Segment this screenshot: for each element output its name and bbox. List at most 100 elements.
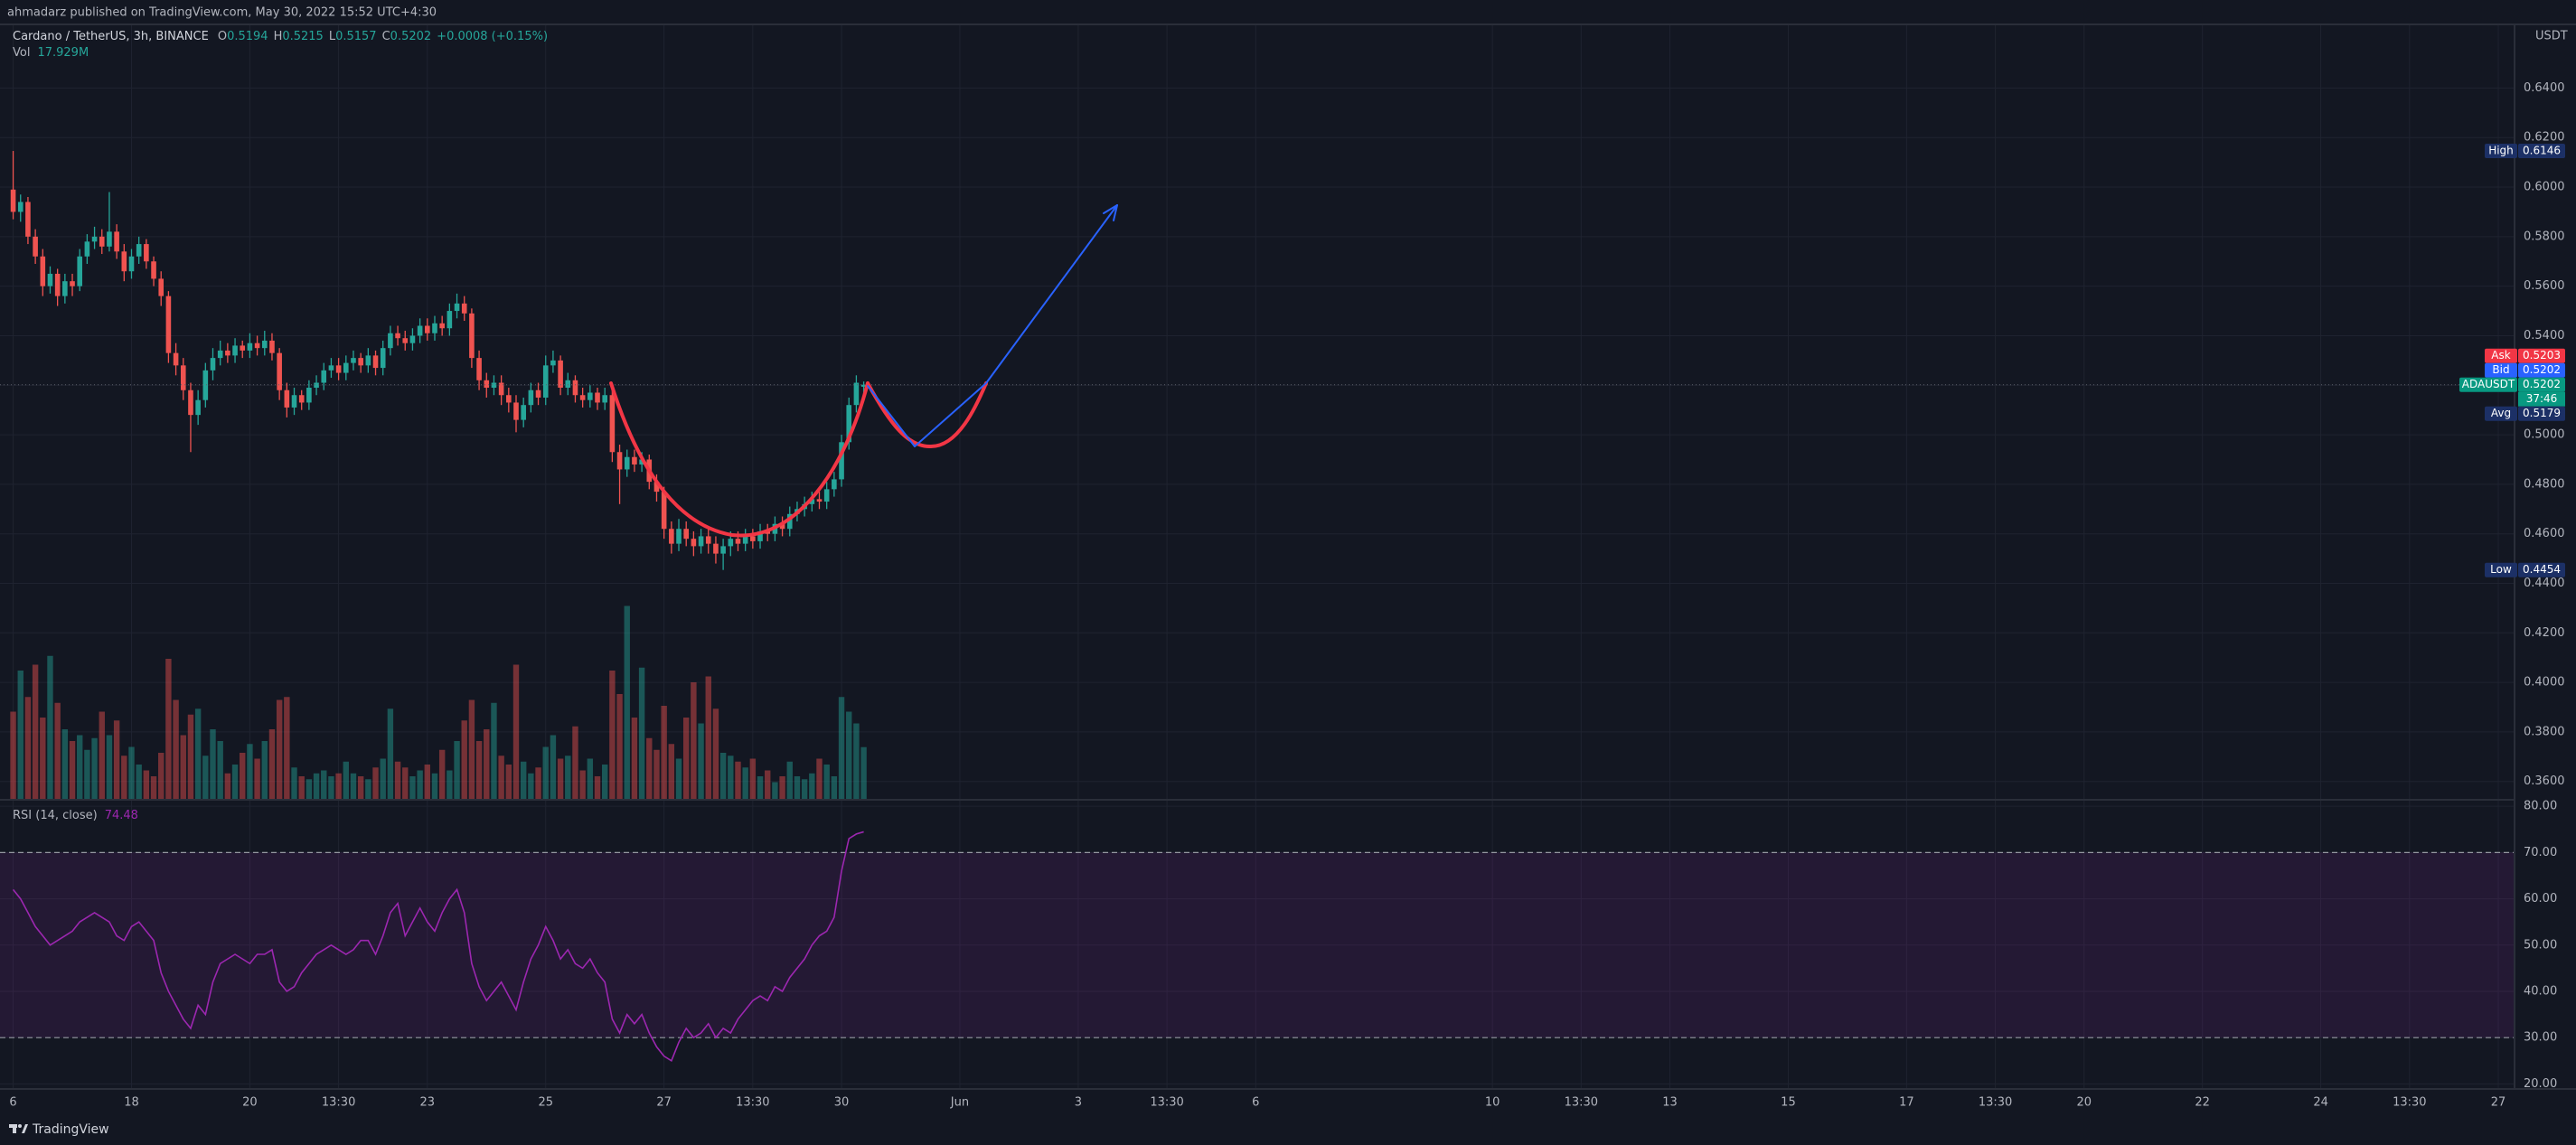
volume-bar <box>468 699 475 800</box>
candle-body <box>225 350 230 356</box>
volume-bar <box>268 729 276 800</box>
price-tag-value: 0.5202 <box>2523 363 2561 376</box>
volume-bar <box>357 776 364 800</box>
candle-body <box>99 236 105 247</box>
x-tick-label: 20 <box>2076 1096 2092 1110</box>
candle-body <box>232 345 238 356</box>
legend-value: 0.5215 <box>282 30 324 43</box>
price-tag-value-bg <box>2518 144 2565 159</box>
rsi-tick-label: 60.00 <box>2524 892 2557 906</box>
countdown: 37:46 <box>2526 392 2558 405</box>
candle-body <box>210 358 216 371</box>
volume-bar <box>387 709 394 800</box>
symbol-legend: Cardano / TetherUS, 3h, BINANCE O0.5194 H0… <box>13 30 548 43</box>
candle-body <box>683 529 690 540</box>
candle-body <box>476 358 482 380</box>
candle-body <box>454 303 460 312</box>
candle-body <box>343 362 349 373</box>
candle-body <box>277 352 282 390</box>
candle-body <box>588 392 593 400</box>
y-tick-label: 0.5800 <box>2524 230 2565 243</box>
candle-body <box>261 340 268 349</box>
y-tick-label: 0.6200 <box>2524 131 2565 145</box>
volume-bar <box>113 720 120 800</box>
legend-key: H <box>274 30 283 43</box>
x-tick-label: 13:30 <box>1150 1096 1183 1110</box>
candle-body <box>77 256 83 286</box>
candle-body <box>372 355 379 369</box>
volume-bar <box>254 758 260 800</box>
volume-bar <box>542 746 549 800</box>
candle-body <box>151 261 156 279</box>
candle-body <box>33 236 38 257</box>
candle-body <box>742 536 748 544</box>
candle-body <box>165 296 172 353</box>
volume-bar <box>646 737 653 800</box>
y-tick-label: 0.4000 <box>2524 676 2565 690</box>
candle-body <box>832 479 837 490</box>
countdown-bg <box>2518 391 2565 407</box>
volume-bar <box>565 756 571 800</box>
volume-bar <box>328 776 334 800</box>
x-tick-label: 27 <box>2491 1096 2506 1110</box>
candle-body <box>779 523 785 530</box>
price-tag-label: Low <box>2490 563 2512 576</box>
volume-bar <box>298 776 305 800</box>
volume-bar <box>194 709 202 800</box>
rsi-tick-label: 20.00 <box>2524 1077 2557 1091</box>
volume-bar <box>158 753 165 800</box>
volume-bar <box>550 735 557 800</box>
candle-body <box>247 343 253 351</box>
price-tag-label-bg <box>2485 562 2517 577</box>
candle-body <box>114 231 119 252</box>
candle-body <box>461 303 467 314</box>
volume-bar <box>735 761 741 800</box>
volume-bar <box>742 767 748 800</box>
volume-bar <box>675 758 682 800</box>
volume-bar <box>84 749 90 800</box>
volume-bar <box>520 761 527 800</box>
candle-body <box>314 382 319 389</box>
volume-bar <box>284 697 290 800</box>
candle-body <box>853 382 860 406</box>
volume-bar <box>187 714 194 800</box>
candle-body <box>10 189 16 212</box>
candle-body <box>447 311 453 329</box>
footer-brand: TradingView <box>32 1122 109 1137</box>
candle-body <box>54 273 61 296</box>
volume-bar <box>801 779 808 800</box>
rsi-band-fill <box>0 852 2515 1038</box>
candle-body <box>47 273 53 286</box>
candle-body <box>669 529 674 544</box>
price-tag-label: High <box>2488 145 2514 157</box>
volume-bar <box>757 776 764 800</box>
volume-bar <box>17 671 24 800</box>
candle-body <box>188 389 193 416</box>
price-tag-label: Bid <box>2492 363 2509 376</box>
candle-body <box>661 492 667 530</box>
cup-curve <box>609 381 870 538</box>
candle-body <box>705 536 711 544</box>
candle-body <box>335 365 342 373</box>
volume-bar <box>779 776 785 800</box>
volume-bar <box>475 741 483 800</box>
rsi-line <box>12 831 864 1062</box>
volume-bar <box>417 770 423 800</box>
volume-bar <box>728 756 734 800</box>
marks-layer <box>0 151 2515 1062</box>
x-tick-label: Jun <box>950 1096 969 1110</box>
x-tick-label: 6 <box>1252 1096 1259 1110</box>
x-tick-label: 13:30 <box>1979 1096 2012 1110</box>
candle-body <box>417 325 423 336</box>
candle-body <box>513 402 519 420</box>
volume-bar <box>505 765 512 800</box>
candle-body <box>254 343 260 349</box>
candle-body <box>158 278 165 296</box>
volume-bar <box>372 767 379 800</box>
volume-title: Vol <box>13 46 30 60</box>
volume-bar <box>557 758 564 800</box>
price-tag-value: 0.4454 <box>2523 563 2561 576</box>
x-tick-label: 20 <box>242 1096 258 1110</box>
x-tick-label: 18 <box>124 1096 139 1110</box>
